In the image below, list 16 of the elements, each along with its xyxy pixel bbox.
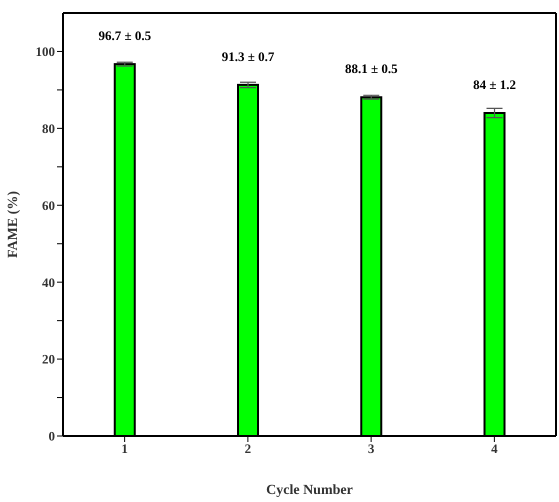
y-tick-label: 60: [42, 198, 55, 213]
y-tick-label: 0: [48, 428, 55, 444]
y-tick-label: 40: [42, 274, 55, 290]
x-tick-label: 1: [121, 441, 128, 456]
x-tick-label: 4: [491, 441, 498, 456]
x-tick-label: 3: [368, 441, 375, 456]
data-label: 96.7 ± 0.5: [98, 28, 152, 44]
x-axis-title: Cycle Number: [266, 483, 353, 498]
y-tick-label: 100: [36, 44, 55, 60]
y-tick-label: 80: [42, 120, 55, 136]
data-label: 91.3 ± 0.7: [222, 48, 275, 64]
data-label: 84 ± 1.2: [473, 76, 516, 92]
data-label: 88.1 ± 0.5: [344, 61, 398, 76]
y-axis-title: FAME (%): [6, 190, 21, 258]
y-tick-label: 20: [42, 352, 55, 367]
x-tick-label: 2: [244, 441, 252, 456]
